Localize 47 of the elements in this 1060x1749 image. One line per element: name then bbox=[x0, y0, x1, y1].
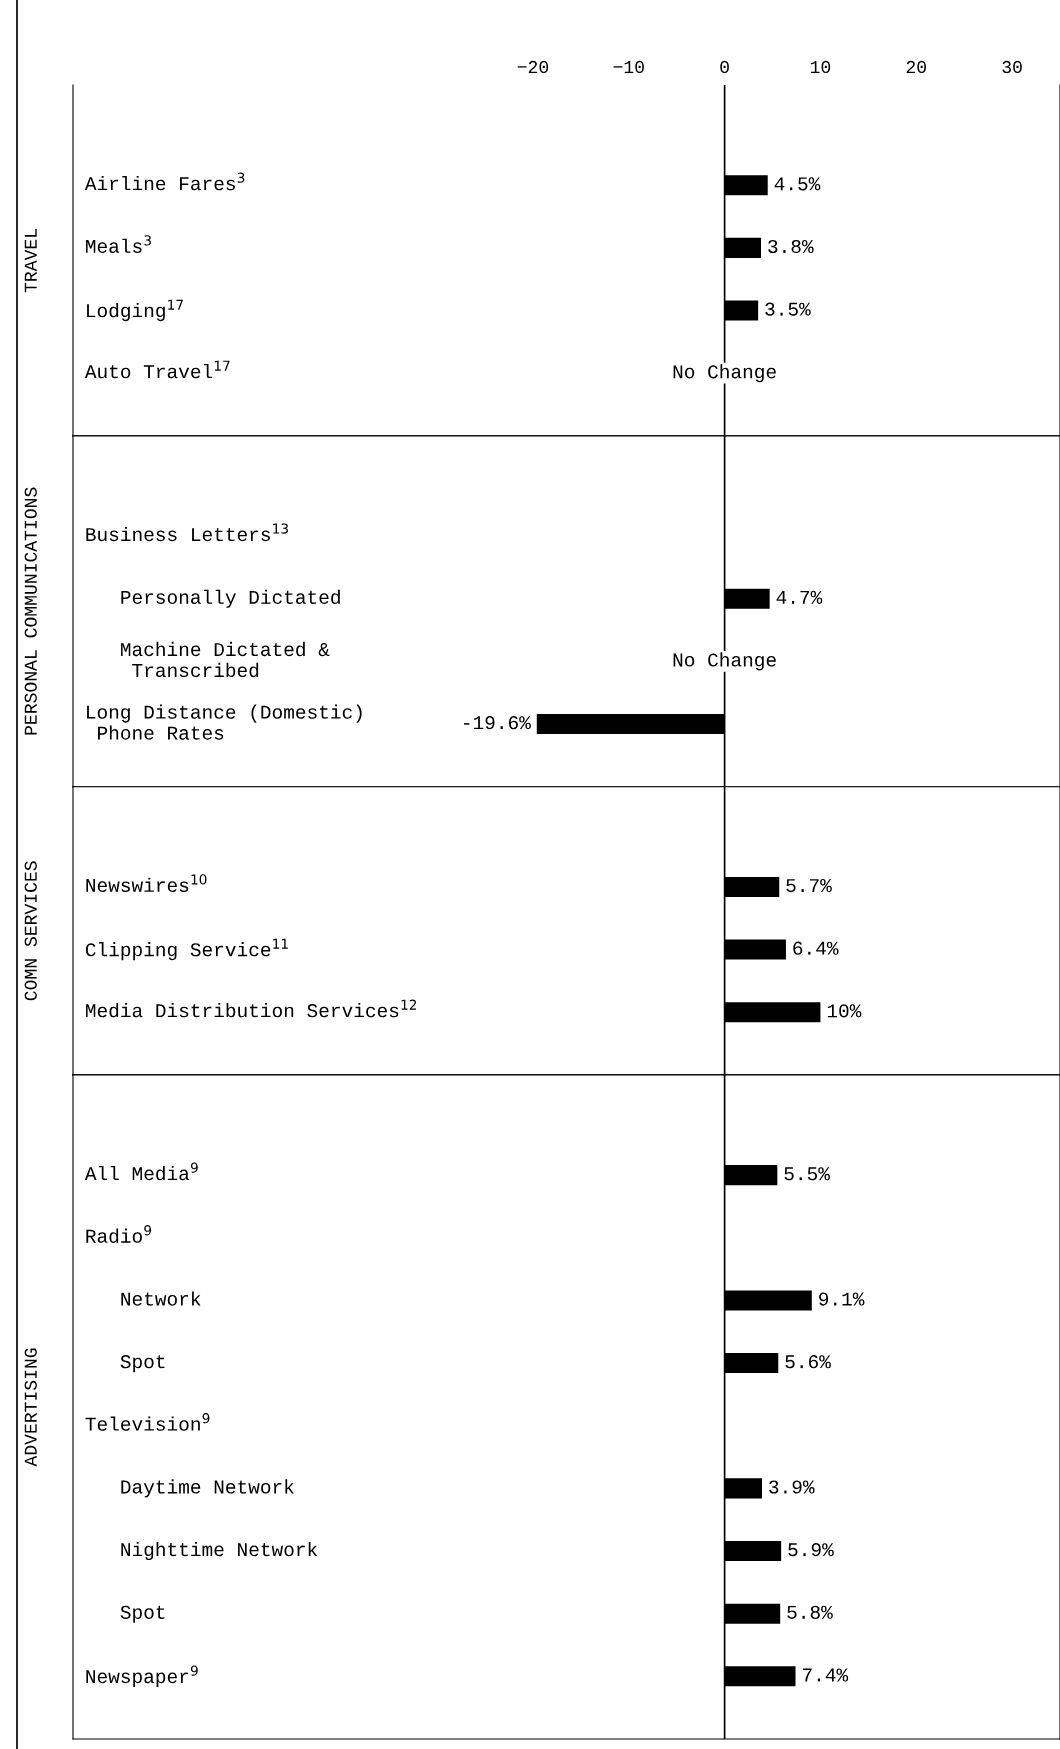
data-label: 9.1% bbox=[819, 1292, 865, 1306]
data-label: 3.8% bbox=[768, 239, 814, 254]
x-tick-label: 10 bbox=[810, 60, 831, 74]
data-label: 5.7% bbox=[786, 879, 832, 893]
x-tick-label: 20 bbox=[906, 60, 926, 74]
data-label: 7.4% bbox=[802, 1668, 849, 1682]
category-label: Newswires$^{10}$ bbox=[86, 874, 207, 893]
category-label: Meals$^{3}$ bbox=[86, 235, 151, 253]
data-label: -19.6% bbox=[464, 716, 531, 730]
x-tick-label: 0 bbox=[720, 60, 729, 74]
category-label: Media Distribution Services$^{12}$ bbox=[86, 999, 417, 1018]
category-label: Television$^{9}$ bbox=[85, 1413, 210, 1431]
y-axis-title: PERSONAL COMMUNICATIONS bbox=[24, 487, 37, 735]
x-tick-label: 30 bbox=[1002, 60, 1022, 74]
category-label: Clipping Service$^{11}$ bbox=[85, 938, 288, 961]
data-label: 10% bbox=[827, 1004, 862, 1018]
category-label: Airline Fares$^{3}$ bbox=[84, 172, 245, 191]
x-tick-label: −20 bbox=[517, 60, 549, 74]
category-label: Spot bbox=[120, 1605, 165, 1623]
category-label: Newspaper$^{9}$ bbox=[86, 1665, 198, 1688]
category-label: Lodging$^{17}$ bbox=[87, 299, 183, 322]
data-label: 5.5% bbox=[784, 1167, 830, 1181]
data-label: 3.9% bbox=[769, 1480, 815, 1494]
data-label: No Change bbox=[673, 364, 776, 383]
y-axis-title: TRAVEL bbox=[24, 229, 37, 293]
category-label: Long Distance (Domestic) Phone Rates bbox=[87, 704, 362, 740]
category-label: Radio$^{9}$ bbox=[86, 1225, 152, 1243]
category-label: Daytime Network bbox=[121, 1479, 294, 1498]
category-label: Network bbox=[121, 1291, 201, 1306]
x-tick-label: −10 bbox=[613, 60, 644, 74]
y-axis-title: ADVERTISING bbox=[24, 1348, 37, 1467]
category-label: Machine Dictated & Transcribed bbox=[121, 641, 330, 678]
data-label: 6.4% bbox=[793, 941, 839, 955]
data-label: 5.9% bbox=[788, 1543, 834, 1557]
data-label: No Change bbox=[673, 652, 776, 671]
category-label: Auto Travel$^{17}$ bbox=[84, 360, 230, 379]
category-label: All Media$^{9}$ bbox=[84, 1162, 198, 1181]
y-axis-title: COMN SERVICES bbox=[24, 861, 37, 1001]
category-label: Nighttime Network bbox=[121, 1541, 318, 1561]
data-label: 4.7% bbox=[776, 590, 823, 604]
data-label: 5.8% bbox=[787, 1605, 833, 1619]
data-label: 5.6% bbox=[785, 1355, 831, 1369]
data-label: 4.5% bbox=[774, 177, 821, 191]
category-label: Business Letters$^{13}$ bbox=[86, 523, 288, 542]
data-label: 3.5% bbox=[765, 302, 811, 316]
category-label: Personally Dictated bbox=[121, 589, 340, 608]
category-label: Spot bbox=[120, 1355, 165, 1373]
